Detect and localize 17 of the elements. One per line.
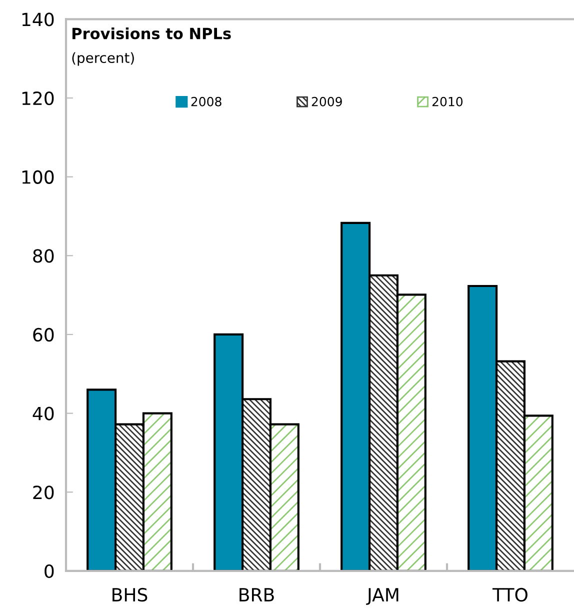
x-tick-label: TTO bbox=[492, 588, 528, 602]
legend-label: 2008 bbox=[191, 96, 222, 106]
y-tick-label: 40 bbox=[32, 406, 54, 420]
y-tick-label: 140 bbox=[22, 12, 54, 26]
x-tick-label: BHS bbox=[112, 588, 148, 602]
text: (percent) bbox=[72, 52, 134, 66]
chart-title: Provisions to NPLs bbox=[72, 27, 231, 40]
y-tick-label: 20 bbox=[33, 486, 54, 500]
y-tick-label: 80 bbox=[33, 249, 54, 263]
y-tick-label: 60 bbox=[33, 328, 54, 342]
x-tick-label: BRB bbox=[240, 588, 274, 602]
y-tick-label: 120 bbox=[22, 91, 54, 106]
legend-label: 2010 bbox=[432, 96, 463, 106]
y-tick-label: 100 bbox=[22, 170, 54, 184]
x-tick-label: JAM bbox=[366, 588, 398, 605]
y-tick-label: 0 bbox=[44, 564, 54, 578]
legend-label: 2009 bbox=[312, 96, 342, 106]
